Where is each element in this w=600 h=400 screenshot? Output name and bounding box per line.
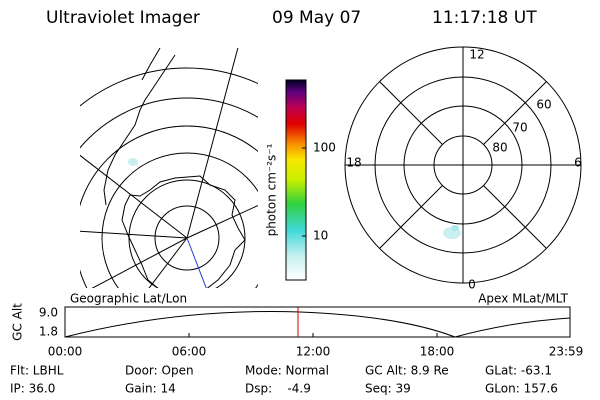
date: 09 May 07	[272, 8, 361, 28]
status-field: Seq: 39	[365, 382, 411, 396]
colorbar-tick-label: 10	[313, 229, 328, 243]
mlt-label: 6	[574, 156, 582, 170]
status-field: Door: Open	[125, 364, 194, 378]
map-label: Geographic Lat/Lon	[70, 292, 187, 306]
orbit-y-tick: 9.0	[39, 306, 58, 320]
orbit-x-tick: 12:00	[296, 345, 331, 359]
colorbar	[285, 79, 307, 281]
orbit-x-ticks	[188, 333, 438, 337]
mlat-label: 60	[536, 98, 551, 112]
orbit-curve	[64, 311, 571, 338]
polar-plot	[344, 46, 582, 284]
orbit-frame	[64, 306, 571, 338]
status-field: Dsp: -4.9	[245, 382, 311, 396]
status-field: GLon: 157.6	[485, 382, 558, 396]
colorbar-tick-label: 100	[313, 141, 336, 155]
orbit-x-tick: 06:00	[172, 345, 207, 359]
status-field: Mode: Normal	[245, 364, 329, 378]
mlat-label: 70	[512, 121, 527, 135]
orbit-x-tick: 18:00	[420, 345, 455, 359]
mlt-label: 12	[469, 48, 484, 62]
status-field: Flt: LBHL	[10, 364, 64, 378]
orbit-y-tick: 1.8	[39, 325, 58, 339]
status-field: GC Alt: 8.9 Re	[365, 364, 449, 378]
mlat-label: 80	[492, 141, 507, 155]
status-field: IP: 36.0	[10, 382, 55, 396]
orbit-x-tick: 00:00	[48, 345, 83, 359]
orbit-y-label: GC Alt	[11, 303, 25, 341]
colorbar-label: photon cm⁻²s⁻¹	[265, 143, 279, 236]
mlt-label: 0	[468, 278, 476, 292]
polar-label: Apex MLat/MLT	[478, 292, 568, 306]
mlt-label: 18	[346, 156, 361, 170]
time: 11:17:18 UT	[432, 8, 537, 28]
title: Ultraviolet Imager	[46, 8, 200, 28]
status-field: Gain: 14	[125, 382, 176, 396]
orbit-x-tick: 23:59	[549, 345, 584, 359]
status-field: GLat: -63.1	[485, 364, 552, 378]
geo-map	[80, 48, 258, 288]
